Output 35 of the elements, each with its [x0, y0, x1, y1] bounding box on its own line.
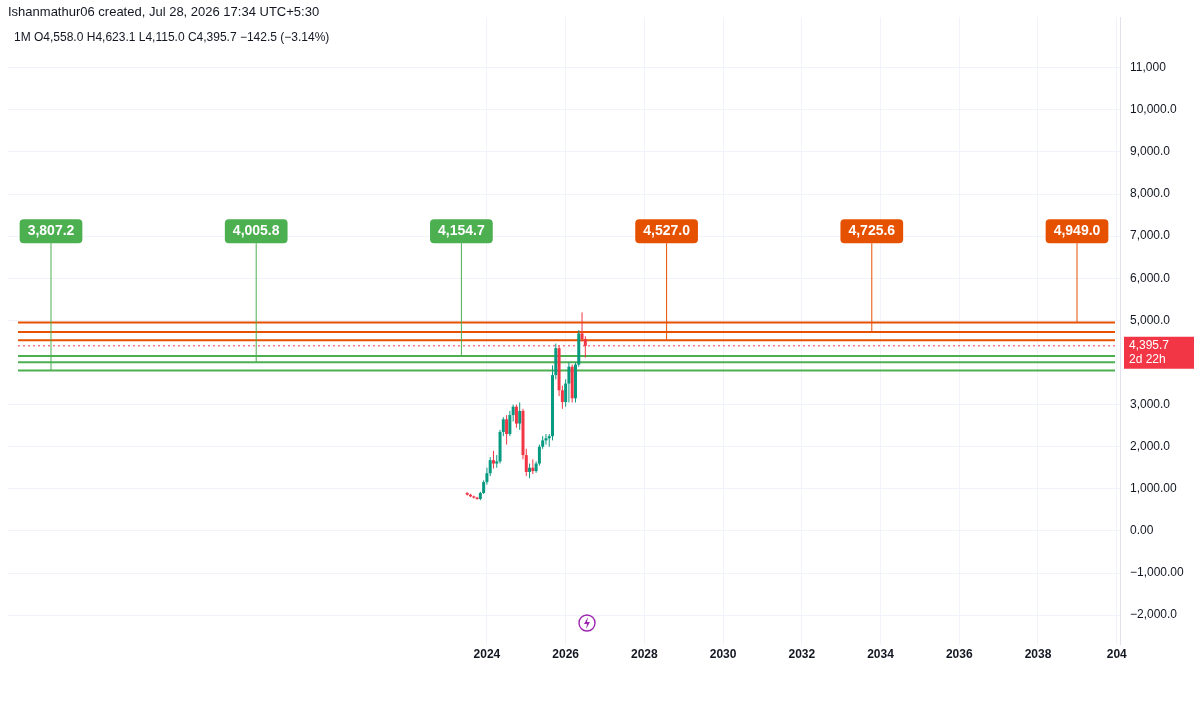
ref-line-label: 4,395.7 [1129, 338, 1170, 353]
text: 1M O4,558.0 H4,623.1 L4,115.0 C4,395.7 −142.5 (−3.14%) [8, 28, 336, 46]
y-tick-label: −1,000.00 [1130, 565, 1185, 580]
x-tick-label: 2028 [631, 647, 659, 662]
y-tick-label: 1,000.00 [1130, 481, 1178, 496]
y-tick-label: 2,000.0 [1130, 439, 1171, 454]
ref-line-label: 4,005.8 [232, 222, 280, 239]
x-tick-label: 2030 [709, 647, 737, 662]
ref-line-label: 4,527.0 [643, 222, 691, 239]
x-tick-label: 2026 [552, 647, 580, 662]
y-tick-label: 0.00 [1130, 523, 1154, 538]
y-tick-label: −2,000.0 [1130, 607, 1178, 622]
x-tick-label: 2024 [473, 647, 501, 662]
ref-line-label: 3,807.2 [27, 222, 75, 239]
x-tick-label: 2036 [945, 647, 973, 662]
y-tick-label: 10,000.0 [1130, 102, 1178, 117]
chart-subtitle: Ishanmathur06 created, Jul 28, 2026 17:34 UTC+5:30 [8, 4, 320, 19]
y-tick-label: 5,000.0 [1130, 312, 1171, 327]
x-tick-label: 204 [1106, 647, 1128, 662]
candlestick [508, 410, 512, 437]
text: 2d 22h [1129, 352, 1166, 367]
y-tick-label: 9,000.0 [1130, 144, 1171, 159]
x-tick-label: 2034 [867, 647, 895, 662]
y-tick-label: 7,000.0 [1130, 228, 1171, 243]
y-tick-label: 11,000 [1130, 60, 1167, 75]
y-tick-label: 3,000.0 [1130, 396, 1171, 411]
candlestick [505, 414, 509, 446]
ref-line-label: 4,154.7 [438, 222, 485, 239]
ref-line-label: 4,725.6 [848, 222, 896, 239]
y-tick-label: 8,000.0 [1130, 186, 1171, 201]
candlestick [518, 401, 522, 431]
ref-line-label: 4,949.0 [1053, 222, 1101, 239]
y-tick-label: 6,000.0 [1130, 270, 1171, 285]
x-tick-label: 2032 [788, 647, 816, 662]
x-tick-label: 2038 [1024, 647, 1052, 662]
